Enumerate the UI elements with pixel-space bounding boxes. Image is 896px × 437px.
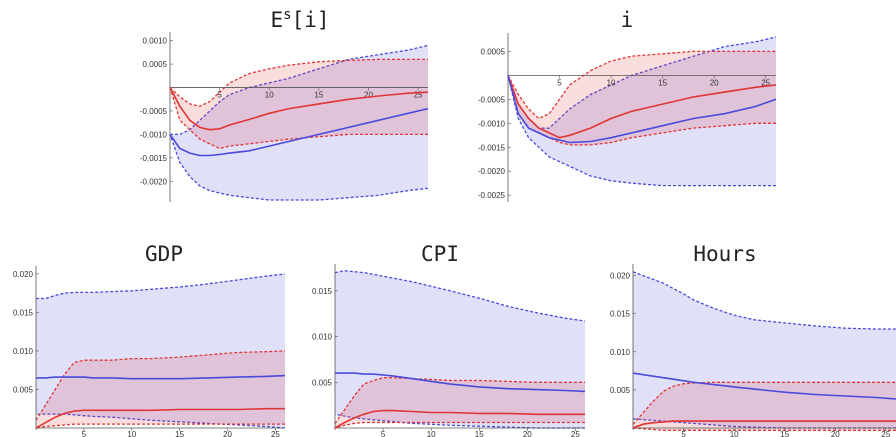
- x-tick-label: 20: [710, 78, 719, 87]
- x-tick-label: 10: [127, 430, 136, 437]
- x-tick-label: 5: [217, 91, 222, 100]
- panel-title-hours: Hours: [693, 242, 756, 266]
- x-tick-label: 15: [475, 430, 484, 437]
- series-line-1: [632, 372, 896, 400]
- x-tick-label: 15: [658, 78, 667, 87]
- y-tick-label: 0.010: [610, 348, 631, 357]
- x-tick-label: 20: [523, 430, 532, 437]
- confidence-band-0: [633, 382, 896, 431]
- y-tick-label: -0.0010: [140, 130, 168, 139]
- x-tick-label: 5: [557, 78, 562, 87]
- y-tick-label: 0.010: [13, 347, 34, 356]
- x-tick-label: 20: [831, 430, 840, 437]
- y-tick-label: 0.015: [610, 310, 631, 319]
- y-tick-label: 0.005: [13, 385, 34, 394]
- band-upper-line-0: [35, 350, 286, 421]
- x-tick-label: 20: [223, 430, 232, 437]
- band-upper-line-1: [334, 270, 586, 322]
- panel-title-gdp: GDP: [145, 242, 183, 266]
- panel-3: 5 10 15 20 25 0.015 0.010 0.005: [312, 264, 586, 437]
- y-tick-label: -0.0020: [140, 177, 168, 186]
- panel-4: 5 10 15 20 25 0.020 0.015 0.010 0.005: [610, 264, 896, 437]
- y-tick-label: -0.0015: [478, 143, 506, 152]
- x-tick-label: 25: [761, 78, 770, 87]
- band-lower-line-0: [169, 87, 428, 150]
- y-tick-label: 0.005: [610, 386, 631, 395]
- panel-0: 5 10 15 20 25 0.0010 0.0005 -0.0005 -0.0010 -0.00…: [140, 32, 429, 202]
- band-upper-line-0: [169, 58, 428, 107]
- band-lower-line-0: [334, 421, 585, 429]
- series-line-0: [169, 87, 429, 131]
- confidence-band-0: [170, 59, 428, 149]
- series-line-0: [334, 409, 585, 429]
- series-line-1: [169, 107, 429, 157]
- x-tick-label: 10: [265, 91, 274, 100]
- panel-title-expected-i: Es[i]: [270, 7, 329, 32]
- x-tick-label: 25: [414, 91, 423, 100]
- series-line-1: [335, 372, 586, 393]
- confidence-band-0: [508, 51, 776, 145]
- y-tick-label: 0.005: [312, 378, 333, 387]
- y-tick-label: -0.0025: [478, 191, 506, 200]
- confidence-band-1: [508, 37, 776, 186]
- panel-1: 5 10 15 20 25 0.0005 -0.0005 -0.0010 -0.0015 -0.0…: [478, 33, 777, 202]
- y-tick-label: -0.0005: [478, 95, 506, 104]
- panel-title-cpi: CPI: [421, 242, 459, 266]
- series-line-0: [507, 75, 777, 139]
- band-upper-line-0: [507, 50, 776, 120]
- band-lower-line-0: [507, 75, 776, 146]
- band-lower-line-1: [169, 134, 429, 201]
- y-tick-label: 0.020: [13, 270, 34, 279]
- y-tick-label: -0.0015: [140, 154, 168, 163]
- band-upper-line-1: [36, 273, 286, 300]
- confidence-band-1: [170, 45, 428, 201]
- panel-title-i: i: [621, 8, 634, 32]
- band-lower-line-1: [507, 75, 776, 187]
- y-tick-label: 0.015: [13, 308, 34, 317]
- x-tick-label: 15: [175, 430, 184, 437]
- band-upper-line-0: [632, 381, 896, 425]
- y-tick-label: 0.020: [610, 272, 631, 281]
- series-line-1: [507, 75, 777, 144]
- y-tick-label: -0.0010: [478, 119, 506, 128]
- y-tick-label: 0.015: [312, 287, 333, 296]
- x-tick-label: 5: [381, 430, 386, 437]
- x-tick-label: 10: [607, 78, 616, 87]
- x-tick-label: 10: [730, 430, 739, 437]
- x-tick-label: 5: [82, 430, 87, 437]
- x-tick-label: 5: [681, 430, 686, 437]
- x-tick-label: 15: [314, 91, 323, 100]
- series-line-0: [35, 407, 285, 429]
- series-line-1: [36, 374, 286, 380]
- y-tick-label: 0.0005: [481, 47, 506, 56]
- y-tick-label: 0.010: [312, 333, 333, 342]
- y-tick-label: 0.0010: [143, 37, 168, 46]
- x-tick-label: 10: [427, 430, 436, 437]
- band-upper-line-1: [632, 271, 896, 330]
- confidence-band-1: [36, 273, 285, 428]
- y-tick-label: -0.0005: [140, 107, 168, 116]
- x-tick-label: 25: [881, 430, 890, 437]
- y-tick-label: 0.0005: [143, 60, 168, 69]
- x-tick-label: 15: [780, 430, 789, 437]
- x-tick-label: 25: [271, 430, 280, 437]
- confidence-band-0: [335, 377, 585, 428]
- series-line-0: [632, 420, 896, 429]
- y-tick-label: -0.0020: [478, 167, 506, 176]
- x-tick-label: 20: [364, 91, 373, 100]
- x-tick-label: 25: [571, 430, 580, 437]
- band-lower-line-0: [35, 423, 285, 429]
- panel-2: 5 10 15 20 25 0.020 0.015 0.010 0.005: [13, 266, 286, 437]
- confidence-band-1: [633, 271, 896, 428]
